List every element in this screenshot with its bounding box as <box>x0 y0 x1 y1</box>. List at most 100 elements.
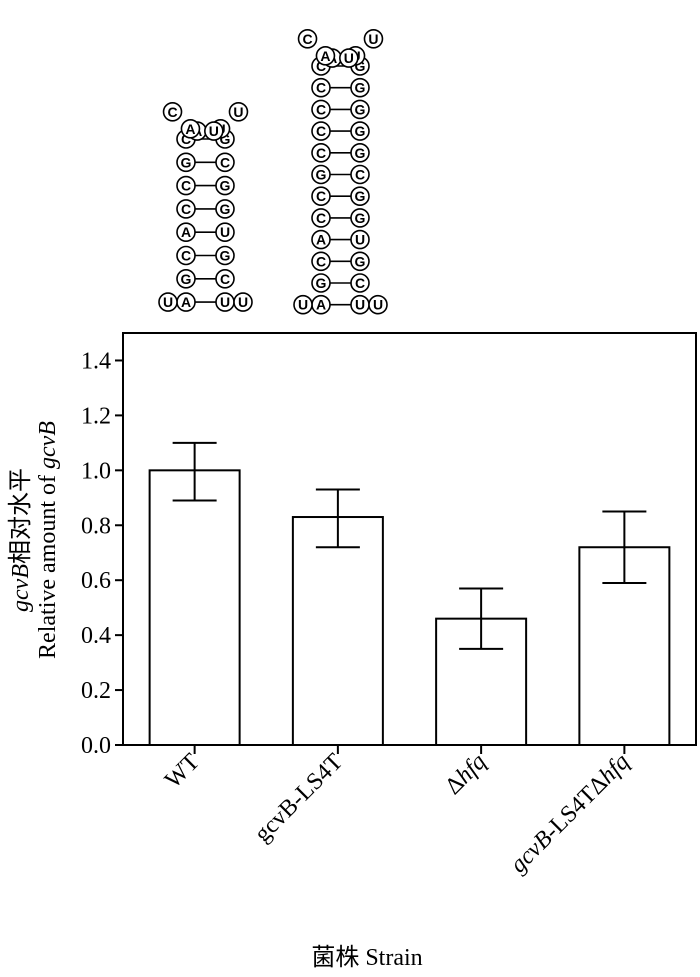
svg-text:U: U <box>373 297 383 313</box>
nucleotide: A <box>176 292 196 312</box>
svg-text:G: G <box>355 58 366 74</box>
svg-text:A: A <box>181 294 191 310</box>
y-axis-title-line1: gcvB相对水平 <box>7 468 34 612</box>
svg-text:G: G <box>355 80 366 96</box>
svg-text:C: C <box>316 101 326 117</box>
nucleotide: G <box>350 77 370 98</box>
svg-text:C: C <box>355 275 365 291</box>
plot-area: 0.00.20.40.60.81.01.21.4 WT gcvB-LS4T Δhfq… <box>7 332 697 971</box>
nucleotide: C <box>311 121 331 141</box>
nucleotide: C <box>215 152 235 173</box>
svg-text:G: G <box>355 101 366 117</box>
svg-text:U: U <box>355 297 365 313</box>
nucleotide: G <box>311 164 331 185</box>
nucleotide: C <box>176 199 196 219</box>
nucleotide: U <box>215 222 235 242</box>
nucleotide: C <box>297 28 318 49</box>
nucleotide: G <box>350 121 370 141</box>
hairpin-2: CGCGCGCGCGGCCGCGAUCGGCAUCAAUUUUU <box>293 28 388 315</box>
svg-text:C: C <box>316 58 326 74</box>
svg-text:U: U <box>238 294 248 310</box>
hairpin-1: CGGCCGCGAUCGGCAUCAAUUUUU <box>158 101 253 312</box>
nucleotide: C <box>311 251 331 272</box>
nucleotide: C <box>350 164 370 185</box>
nucleotide: U <box>293 294 313 315</box>
nucleotide: U <box>350 229 370 250</box>
svg-text:C: C <box>316 80 326 96</box>
y-tick-label: 1.4 <box>81 348 111 374</box>
nucleotide: G <box>311 273 331 293</box>
svg-text:G: G <box>355 123 366 139</box>
svg-text:C: C <box>181 201 191 217</box>
svg-text:U: U <box>163 294 173 310</box>
svg-text:A: A <box>316 297 326 313</box>
nucleotide: A <box>315 46 336 66</box>
nucleotide: G <box>215 199 235 219</box>
nucleotide: C <box>311 186 331 206</box>
svg-text:G: G <box>220 201 231 217</box>
nucleotide: G <box>215 175 235 196</box>
svg-text:C: C <box>316 253 326 269</box>
svg-text:C: C <box>355 167 365 183</box>
nucleotide: U <box>350 294 370 315</box>
nucleotide: U <box>158 292 178 312</box>
nucleotide: C <box>311 208 331 228</box>
svg-text:G: G <box>220 178 231 194</box>
x-tick-label: Δhfq <box>440 749 491 800</box>
svg-text:G: G <box>355 145 366 161</box>
nucleotide: G <box>215 245 235 266</box>
svg-text:C: C <box>220 271 230 287</box>
nucleotide: U <box>233 292 253 312</box>
svg-text:C: C <box>167 104 177 120</box>
error-bar <box>315 488 360 549</box>
nucleotide: C <box>176 175 196 196</box>
bars <box>148 469 671 746</box>
svg-text:A: A <box>181 224 191 240</box>
error-bar <box>459 587 504 650</box>
svg-text:C: C <box>316 210 326 226</box>
svg-text:A: A <box>185 121 195 137</box>
nucleotide: U <box>204 121 224 141</box>
nucleotide: U <box>215 292 235 312</box>
svg-text:C: C <box>316 188 326 204</box>
x-tick-label: WT <box>160 749 205 794</box>
y-tick-label: 1.2 <box>81 403 111 429</box>
y-tick-label: 0.8 <box>81 513 111 539</box>
nucleotide: A <box>311 229 331 250</box>
bar <box>148 469 241 746</box>
nucleotide: C <box>311 77 331 98</box>
svg-text:U: U <box>355 232 365 248</box>
y-axis-title: gcvB相对水平 Relative amount of gcvB <box>7 421 61 659</box>
svg-text:A: A <box>316 232 326 248</box>
svg-text:U: U <box>209 123 219 139</box>
svg-text:U: U <box>298 297 308 313</box>
svg-text:G: G <box>355 210 366 226</box>
nucleotide: G <box>176 152 196 173</box>
svg-text:G: G <box>355 188 366 204</box>
nucleotide: A <box>180 119 201 139</box>
x-tick-label: gcvB-LS4T <box>250 749 349 848</box>
svg-text:G: G <box>316 167 327 183</box>
svg-text:C: C <box>316 145 326 161</box>
nucleotide: C <box>350 273 370 293</box>
svg-text:C: C <box>181 178 191 194</box>
nucleotide: U <box>339 48 359 68</box>
nucleotide: G <box>350 186 370 206</box>
y-tick-label: 0.4 <box>81 623 111 649</box>
nucleotide: C <box>311 99 331 120</box>
nucleotide: G <box>176 268 196 289</box>
error-bar <box>602 510 647 584</box>
nucleotide: C <box>162 101 183 122</box>
error-bar <box>172 441 217 502</box>
plot-frame <box>122 332 697 746</box>
svg-text:C: C <box>316 123 326 139</box>
svg-text:A: A <box>320 48 330 64</box>
nucleotide: C <box>176 245 196 266</box>
svg-text:U: U <box>220 224 230 240</box>
svg-text:G: G <box>316 275 327 291</box>
svg-text:G: G <box>181 271 192 287</box>
svg-text:U: U <box>368 31 378 47</box>
svg-text:G: G <box>220 131 231 147</box>
